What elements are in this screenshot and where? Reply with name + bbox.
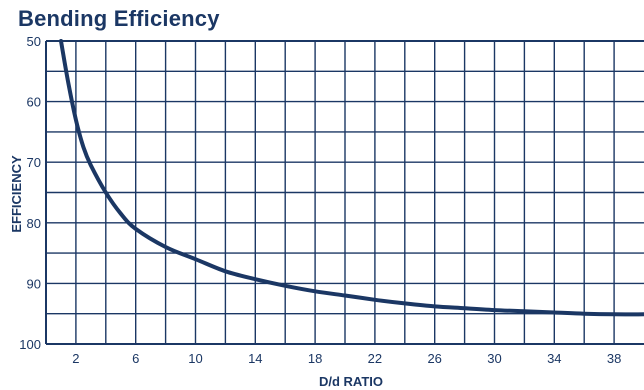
chart-title: Bending Efficiency	[18, 6, 220, 31]
x-tick-label: 18	[308, 351, 322, 366]
x-tick-label: 38	[607, 351, 621, 366]
x-tick-label: 2	[72, 351, 79, 366]
x-tick-label: 34	[547, 351, 561, 366]
grid	[45, 40, 644, 345]
x-tick-label: 26	[427, 351, 441, 366]
x-tick-label: 6	[132, 351, 139, 366]
y-tick-label: 100	[19, 337, 41, 352]
y-tick-label: 90	[27, 276, 41, 291]
x-tick-label: 10	[188, 351, 202, 366]
efficiency-curve	[59, 39, 644, 317]
y-tick-label: 60	[27, 95, 41, 110]
y-tick-label: 50	[27, 34, 41, 49]
y-tick-label: 80	[27, 216, 41, 231]
y-tick-label: 70	[27, 155, 41, 170]
x-axis-label: D/d RATIO	[319, 374, 383, 389]
series-layer	[59, 39, 644, 317]
y-axis-label: EFFICIENCY	[9, 155, 24, 233]
x-tick-label: 22	[368, 351, 382, 366]
x-tick-label: 14	[248, 351, 262, 366]
x-tick-label: 30	[487, 351, 501, 366]
